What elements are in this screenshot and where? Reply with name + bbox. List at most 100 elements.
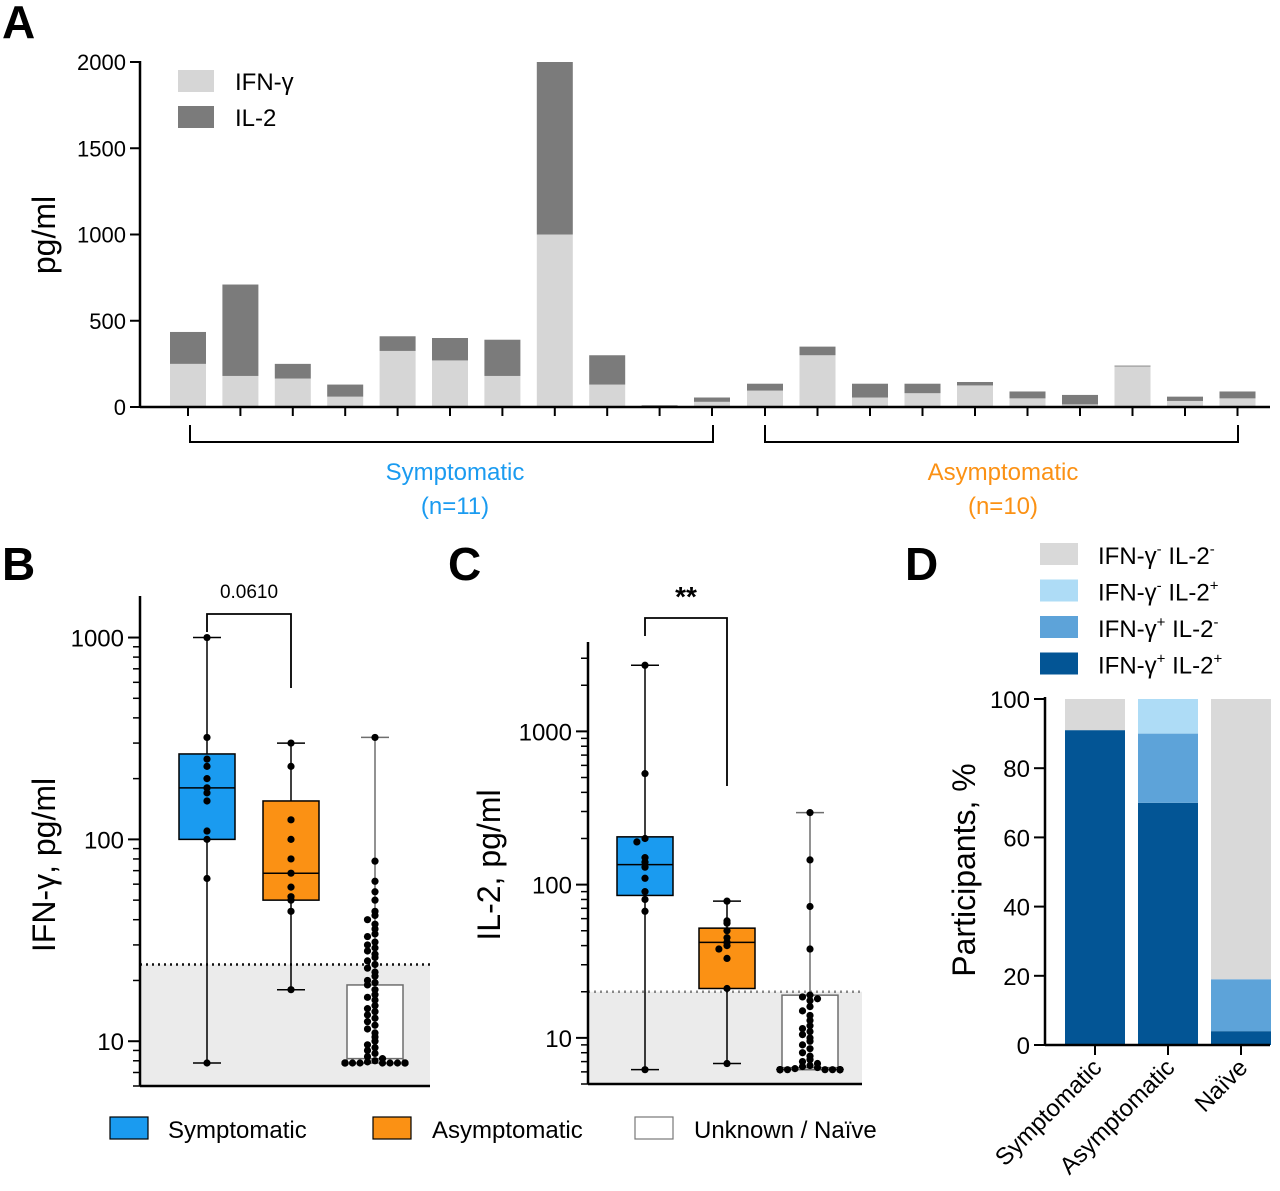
panel-b-y-label: IFN-γ, pg/ml (26, 778, 62, 952)
data-point (798, 1024, 807, 1033)
panel-bc-legend: Symptomatic Asymptomatic Unknown / Naïve (109, 1116, 877, 1144)
symptomatic-group-n: (n=11) (421, 493, 489, 520)
data-point (641, 895, 649, 904)
bar-ifng-8 (536, 234, 573, 407)
panel-a-axes: 0 500 1000 1500 2000 (77, 50, 1270, 420)
panel-a-legend: IFN-γ IL-2 (178, 69, 294, 132)
data-point (371, 930, 379, 938)
data-point (798, 1049, 807, 1057)
stack-segment (1138, 699, 1198, 734)
data-point (723, 927, 731, 935)
data-point (203, 733, 211, 742)
data-point (641, 834, 649, 843)
bar-ifng-5 (379, 350, 416, 407)
data-point (371, 1008, 379, 1016)
data-point (371, 991, 379, 999)
legend-il2-swatch (178, 106, 214, 128)
bar-il2-18 (1062, 394, 1098, 405)
data-point (371, 1014, 379, 1022)
bar-ifng-19 (1114, 366, 1151, 407)
legend-naive-swatch (634, 1116, 674, 1140)
bar-il2-10 (641, 405, 678, 407)
y-tick-label: 100 (532, 873, 572, 900)
data-point (641, 874, 649, 882)
bar-ifng-16 (957, 385, 993, 407)
bar-il2-20 (1167, 396, 1203, 401)
data-point (806, 1011, 814, 1020)
data-point (371, 925, 379, 933)
panel-a-label: A (2, 0, 35, 48)
bar-ifng-9 (589, 384, 626, 407)
y-tick-label: 1500 (77, 136, 126, 161)
data-point (287, 816, 295, 824)
bar-il2-13 (799, 346, 836, 356)
data-point (798, 1058, 807, 1066)
data-point (203, 775, 211, 783)
panel-a-group-brackets: Symptomatic (n=11) Asymptomatic (n=10) (189, 425, 1239, 520)
data-point (203, 827, 211, 835)
data-point (363, 1011, 372, 1019)
y-tick-label: 1000 (519, 719, 572, 746)
bar-il2-1 (170, 331, 206, 364)
data-point (203, 835, 211, 843)
legend-d-swatch-4 (1040, 652, 1078, 675)
legend-asymptomatic-label: Asymptomatic (432, 1117, 583, 1144)
data-point (791, 1065, 799, 1073)
legend-naive-label: Unknown / Naïve (694, 1117, 877, 1144)
data-point (341, 1059, 349, 1067)
stack-segment (1138, 802, 1198, 1045)
bar-ifng-3 (274, 378, 311, 407)
data-point (633, 838, 641, 846)
data-point (723, 942, 731, 950)
y-tick-label: 40 (1003, 895, 1030, 922)
bar-il2-9 (589, 355, 626, 385)
bar-il2-2 (222, 284, 259, 376)
bar-ifng-7 (484, 375, 521, 407)
data-point (641, 907, 649, 915)
y-tick-label: 100 (84, 827, 124, 854)
data-point (386, 1059, 394, 1067)
legend-ifng-label: IFN-γ (235, 69, 294, 96)
bar-il2-14 (852, 383, 888, 398)
data-point (393, 1059, 402, 1067)
data-point (363, 1058, 372, 1066)
bar-il2-12 (747, 383, 783, 391)
data-point (798, 1062, 807, 1071)
panel-a-bars (170, 62, 1256, 407)
panel-a-y-label: pg/ml (26, 196, 62, 274)
legend-d-label-2: IFN-γ- IL-2+ (1098, 578, 1219, 607)
panel-c-y-label: IL-2, pg/ml (471, 789, 507, 940)
legend-d-label-4: IFN-γ+ IL-2+ (1098, 651, 1222, 680)
data-point (371, 979, 379, 987)
data-point (641, 661, 649, 669)
data-point (776, 1066, 784, 1074)
bar-ifng-18 (1062, 404, 1098, 407)
stack-segment (1211, 699, 1271, 980)
significance-label: 0.0610 (220, 582, 278, 603)
data-point (821, 1066, 829, 1074)
data-point (363, 1025, 372, 1033)
legend-symptomatic-label: Symptomatic (168, 1117, 307, 1144)
y-tick-label: 10 (97, 1029, 124, 1056)
data-point (798, 1041, 807, 1049)
panel-d: D IFN-γ- IL-2-IFN-γ- IL-2+IFN-γ+ IL-2-IF… (905, 538, 1271, 1180)
data-point (806, 1056, 814, 1064)
data-point (363, 993, 372, 1001)
data-point (371, 944, 379, 952)
data-point (287, 883, 295, 891)
y-tick-label: 80 (1003, 756, 1030, 783)
data-point (371, 911, 379, 920)
data-point (356, 1059, 364, 1067)
panel-c-plot: 10 100 1000 ** (519, 581, 862, 1086)
data-point (715, 945, 723, 953)
data-point (363, 1041, 372, 1049)
data-point (371, 953, 379, 962)
data-point (798, 993, 807, 1001)
bar-il2-11 (694, 397, 730, 402)
data-point (363, 981, 372, 989)
panel-c-label: C (448, 538, 481, 590)
stack-segment (1065, 699, 1125, 731)
asymptomatic-group-label: Asymptomatic (928, 459, 1079, 486)
bar-ifng-2 (222, 375, 259, 407)
